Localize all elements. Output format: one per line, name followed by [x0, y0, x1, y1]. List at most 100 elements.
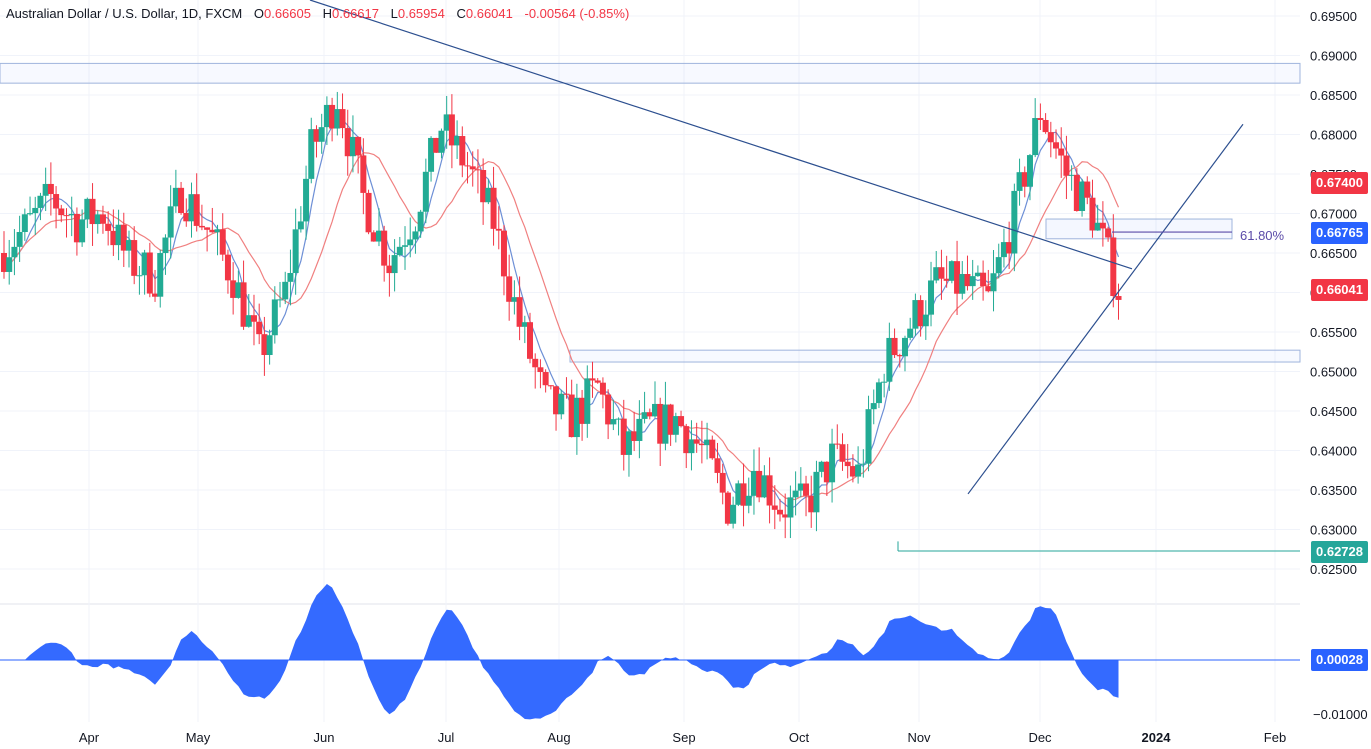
symbol-title: Australian Dollar / U.S. Dollar, 1D, FXC…	[6, 6, 242, 21]
candle-down	[194, 194, 200, 226]
candle-up	[761, 475, 767, 497]
candle-down	[605, 395, 611, 425]
candle-up	[1011, 191, 1017, 254]
close-label: C	[456, 6, 465, 21]
candle-up	[1069, 175, 1075, 176]
candle-down	[938, 267, 944, 279]
candle-up	[485, 188, 491, 202]
candle-down	[1022, 172, 1028, 187]
candle-up	[626, 431, 632, 455]
y-tick-label: 0.64000	[1310, 444, 1357, 459]
candle-down	[110, 231, 116, 245]
x-tick-label: 2024	[1142, 730, 1172, 745]
candle-up	[819, 462, 825, 472]
candle-up	[157, 253, 163, 297]
close-value: 0.66041	[466, 6, 513, 21]
candle-up	[1017, 172, 1023, 191]
candle-down	[714, 458, 720, 473]
candle-up	[751, 471, 757, 496]
x-tick-label: Apr	[79, 730, 100, 745]
candle-down	[329, 105, 335, 129]
candle-down	[1100, 223, 1106, 229]
candle-up	[272, 299, 278, 335]
y-tick-label: 0.65000	[1310, 365, 1357, 380]
candle-down	[537, 367, 543, 372]
candle-down	[954, 261, 960, 294]
candle-down	[48, 184, 54, 194]
candle-down	[225, 255, 231, 281]
candle-up	[246, 315, 252, 327]
price-axis: 0.695000.690000.685000.680000.675000.670…	[1310, 9, 1368, 722]
candle-down	[63, 215, 69, 216]
candle-down	[621, 419, 627, 455]
candle-down	[668, 405, 674, 435]
candle-down	[105, 224, 111, 231]
candle-up	[215, 229, 221, 232]
candle-down	[839, 444, 845, 462]
candle-up	[407, 239, 413, 245]
low-level-tag: 0.62728	[1311, 541, 1368, 563]
candle-up	[173, 188, 179, 206]
candle-up	[813, 472, 819, 512]
candle-up	[662, 405, 668, 444]
candle-up	[168, 206, 174, 237]
candle-down	[199, 226, 205, 227]
fib-zone	[1046, 219, 1232, 239]
candle-up	[287, 273, 293, 282]
candle-down	[824, 462, 830, 483]
x-tick-label: May	[186, 730, 211, 745]
y-tick-label: 0.68000	[1310, 128, 1357, 143]
candle-up	[267, 335, 273, 355]
candle-down	[631, 431, 637, 441]
candle-up	[69, 214, 75, 215]
candle-down	[220, 229, 226, 254]
candle-up	[610, 419, 616, 424]
candle-down	[209, 230, 215, 232]
candle-up	[928, 280, 934, 314]
candle-down	[720, 473, 726, 493]
candle-down	[1006, 242, 1012, 253]
x-tick-label: Jul	[438, 730, 455, 745]
candle-up	[350, 137, 356, 156]
candle-up	[43, 184, 49, 196]
candle-down	[313, 129, 319, 142]
candle-down	[74, 214, 80, 242]
candle-up	[303, 179, 309, 222]
resistance-zone	[0, 63, 1300, 83]
candle-up	[277, 299, 283, 300]
candle-up	[1027, 155, 1033, 187]
open-value: 0.66605	[264, 6, 311, 21]
candle-down	[470, 166, 476, 169]
candle-up	[438, 131, 444, 153]
change-value: -0.00564 (-0.85%)	[525, 6, 630, 21]
candle-up	[881, 382, 887, 383]
candle-up	[642, 412, 648, 419]
candle-down	[782, 514, 788, 517]
candle-down	[449, 114, 455, 145]
candle-up	[860, 464, 866, 465]
candle-down	[694, 439, 700, 443]
candle-down	[944, 279, 950, 281]
candle-down	[1089, 198, 1095, 231]
candle-up	[142, 252, 148, 275]
candle-down	[834, 444, 840, 445]
candle-up	[84, 199, 90, 220]
candle-up	[991, 273, 997, 291]
candle-up	[970, 276, 976, 286]
candle-down	[964, 274, 970, 286]
candle-down	[58, 208, 64, 215]
candle-down	[501, 231, 507, 277]
candle-up	[22, 214, 28, 232]
candle-down	[491, 188, 497, 229]
x-tick-label: Dec	[1028, 730, 1052, 745]
candle-up	[27, 213, 33, 214]
candle-up	[293, 229, 299, 273]
candle-down	[600, 383, 606, 395]
candle-up	[871, 403, 877, 409]
candle-down	[1116, 296, 1122, 300]
candle-up	[444, 114, 450, 130]
candle-down	[506, 276, 512, 301]
candlesticks	[1, 92, 1122, 538]
candle-up	[855, 465, 861, 477]
